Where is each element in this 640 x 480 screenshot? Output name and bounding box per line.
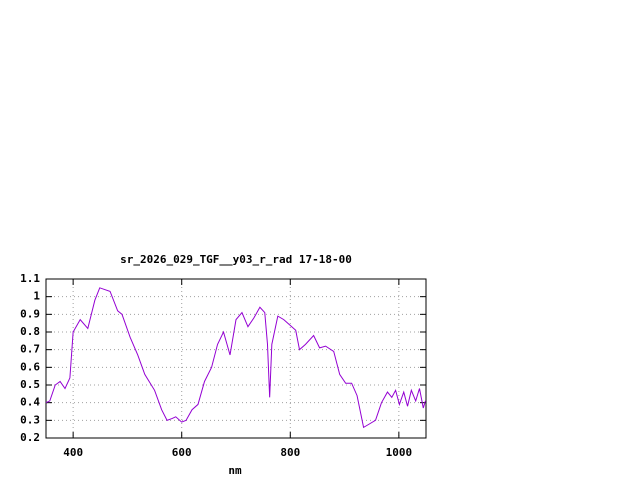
x-tick-label: 800 xyxy=(280,446,300,459)
chart-title: sr_2026_029_TGF__y03_r_rad 17-18-00 xyxy=(120,253,352,266)
y-tick-label: 0.5 xyxy=(20,378,40,391)
plot-frame xyxy=(45,278,427,439)
y-tick-label: 0.7 xyxy=(20,343,40,356)
data-line xyxy=(45,287,426,429)
y-tick-label: 0.8 xyxy=(20,325,40,338)
y-tick-label: 0.9 xyxy=(20,307,40,320)
x-tick-label: 400 xyxy=(63,446,83,459)
x-axis-label: nm xyxy=(228,464,242,477)
y-tick-label: 0.6 xyxy=(20,360,40,373)
y-tick-label: 0.2 xyxy=(20,431,40,444)
y-tick-label: 1 xyxy=(33,290,40,303)
x-tick-label: 1000 xyxy=(386,446,413,459)
y-tick-label: 0.4 xyxy=(20,396,40,409)
y-tick-label: 1.1 xyxy=(20,272,40,285)
x-tick-label: 600 xyxy=(172,446,192,459)
y-tick-label: 0.3 xyxy=(20,413,40,426)
